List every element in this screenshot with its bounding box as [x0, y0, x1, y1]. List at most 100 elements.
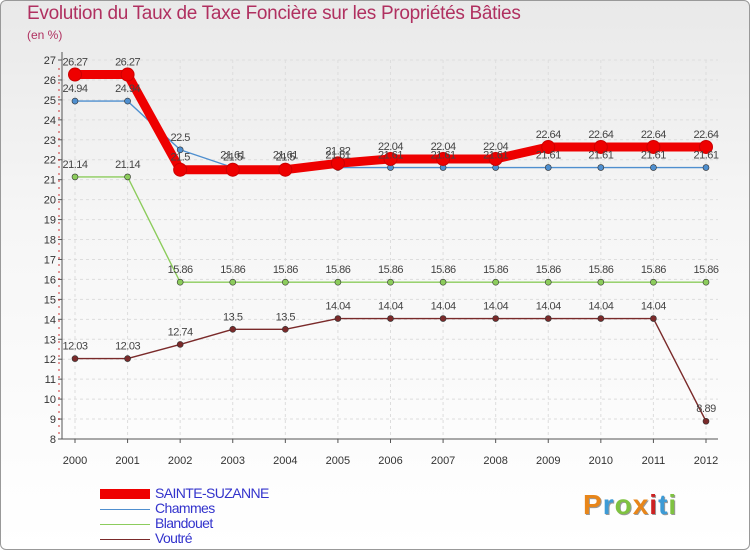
series-point-1 [124, 97, 131, 105]
data-label-0: 21.82 [325, 145, 350, 157]
legend-swatch [100, 489, 150, 499]
series-point-0 [68, 67, 82, 82]
data-label-1: 21.61 [378, 150, 403, 162]
x-tick-label: 2009 [536, 455, 560, 467]
series-point-3 [702, 417, 710, 425]
data-label-1: 21.61 [273, 150, 298, 162]
x-tick-label: 2002 [168, 455, 192, 467]
data-label-0: 21.5 [223, 152, 243, 164]
x-tick-label: 2007 [431, 455, 455, 467]
logo-letter: r [602, 489, 615, 520]
series-point-3 [229, 325, 237, 333]
data-label-0: 26.27 [62, 57, 87, 69]
data-label-0: 22.64 [641, 129, 666, 141]
series-point-3 [492, 315, 499, 322]
x-tick-label: 2010 [589, 455, 613, 467]
series-layer [68, 67, 713, 425]
data-label-2: 15.86 [536, 264, 561, 276]
data-label-2: 15.86 [168, 264, 193, 276]
logo-letter: i [668, 489, 678, 520]
data-label-2: 15.86 [693, 264, 718, 276]
series-point-1 [597, 164, 605, 171]
legend-label: SAINTE-SUZANNE [155, 485, 269, 501]
data-label-1: 21.61 [325, 150, 350, 162]
series-point-0 [120, 67, 135, 82]
data-label-1: 24.94 [115, 83, 140, 95]
series-point-2 [439, 278, 447, 286]
series-point-2 [176, 278, 184, 286]
data-label-3: 14.04 [641, 301, 666, 313]
series-point-3 [71, 355, 79, 362]
data-label-1: 21.61 [431, 150, 456, 162]
series-point-3 [650, 315, 657, 322]
proxiti-logo: Proxiti [583, 489, 677, 521]
series-point-0 [278, 162, 293, 177]
legend-swatch [100, 523, 150, 525]
series-point-2 [597, 278, 605, 286]
series-point-2 [492, 278, 499, 286]
y-tick-label: 14 [44, 314, 56, 326]
series-point-0 [173, 162, 188, 177]
series-point-2 [334, 278, 342, 286]
data-label-0: 22.04 [431, 141, 456, 153]
series-point-2 [544, 278, 552, 286]
data-label-2: 21.14 [115, 159, 140, 171]
data-label-2: 15.86 [431, 264, 456, 276]
series-point-3 [387, 315, 394, 322]
series-point-0 [699, 139, 713, 154]
data-label-1: 21.61 [588, 150, 613, 162]
data-label-3: 12.03 [62, 341, 87, 353]
data-label-1: 21.61 [536, 150, 561, 162]
series-point-0 [646, 139, 661, 154]
y-tick-label: 10 [44, 394, 56, 406]
data-label-2: 21.14 [62, 159, 87, 171]
data-label-2: 15.86 [273, 264, 298, 276]
series-point-1 [650, 164, 657, 171]
series-point-3 [544, 315, 552, 322]
data-label-3: 14.04 [483, 301, 508, 313]
data-label-2: 15.86 [378, 264, 403, 276]
series-point-0 [593, 139, 608, 154]
x-tick-label: 2012 [694, 455, 718, 467]
series-point-2 [71, 173, 79, 181]
data-label-3: 13.5 [276, 311, 296, 323]
y-tick-label: 21 [44, 175, 56, 187]
x-tick-label: 2000 [63, 455, 87, 467]
logo-letter: t [658, 489, 669, 520]
legend-label: Voutré [155, 530, 192, 546]
y-tick-label: 16 [44, 274, 56, 286]
series-point-3 [176, 341, 184, 348]
x-tick-label: 2006 [378, 455, 402, 467]
data-label-1: 22.5 [170, 132, 190, 144]
series-point-3 [597, 315, 605, 322]
series-point-0 [488, 151, 503, 166]
data-label-1: 21.61 [483, 150, 508, 162]
series-point-0 [541, 139, 556, 154]
x-tick-label: 2005 [326, 455, 350, 467]
y-tick-label: 18 [44, 235, 56, 247]
logo-letter: x [632, 489, 650, 520]
y-tick-label: 24 [44, 115, 56, 127]
series-point-2 [282, 278, 289, 286]
data-label-3: 8.89 [696, 403, 716, 415]
data-label-3: 12.03 [115, 341, 140, 353]
legend-label: Blandouet [155, 515, 213, 531]
data-label-3: 14.04 [325, 301, 350, 313]
series-point-3 [334, 315, 342, 322]
data-label-1: 21.61 [220, 150, 245, 162]
data-label-2: 15.86 [325, 264, 350, 276]
series-point-1 [544, 164, 552, 171]
data-label-3: 14.04 [536, 301, 561, 313]
y-axis-unit-label: (en %) [27, 28, 63, 42]
series-point-0 [330, 156, 345, 171]
y-tick-label: 19 [44, 215, 56, 227]
series-point-1 [702, 164, 710, 171]
data-label-1: 21.61 [693, 150, 718, 162]
series-point-2 [229, 278, 237, 286]
series-point-0 [436, 151, 451, 166]
series-point-0 [383, 151, 398, 166]
data-label-0: 22.04 [483, 141, 508, 153]
data-label-2: 15.86 [588, 264, 613, 276]
